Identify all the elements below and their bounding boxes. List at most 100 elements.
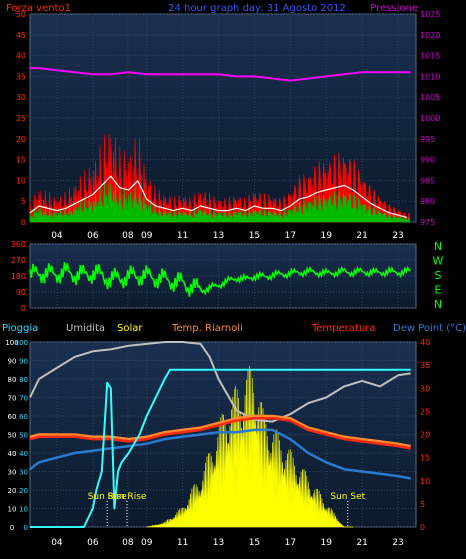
- pressure-axis-title: Pressione: [370, 3, 418, 14]
- temperature-y-tick-label: 25: [420, 407, 430, 416]
- humidity-y-tick-label: 60: [19, 413, 28, 421]
- dew-point-legend: Dew Point (°C): [393, 323, 466, 334]
- heat-index-line: [29, 414, 411, 448]
- wind-y-tick-label: 35: [16, 72, 26, 81]
- temperature-y-tick-label: 0: [420, 523, 425, 532]
- pressure-y-tick-label: 1010: [420, 72, 440, 81]
- rain-y-tick-label: 30: [8, 469, 17, 477]
- rain-y-tick-label: 10: [8, 506, 17, 514]
- solar-area: [146, 366, 354, 528]
- temp-x-tick-label: 19: [321, 538, 333, 548]
- humidity-legend: Umidita: [66, 323, 105, 334]
- wind-x-tick-label: 13: [213, 231, 224, 241]
- rain-y-tick-label: 0: [10, 524, 14, 532]
- compass-label: W: [433, 255, 444, 268]
- wind-x-tick-label: 17: [285, 231, 296, 241]
- temp-x-tick-label: 21: [356, 538, 367, 548]
- wind-y-tick-label: 30: [16, 93, 26, 102]
- direction-y-tick-label: 270: [11, 256, 26, 265]
- rain-y-tick-label: 70: [8, 395, 17, 403]
- temp-x-tick-label: 11: [177, 538, 188, 548]
- humidity-y-tick-label: 100: [15, 339, 28, 347]
- wind-y-tick-label: 10: [16, 176, 26, 185]
- direction-y-tick-label: 0: [21, 304, 26, 313]
- temp-x-tick-label: 15: [249, 538, 260, 548]
- direction-y-tick-label: 90: [16, 288, 26, 297]
- humidity-y-tick-label: 10: [19, 506, 28, 514]
- rain-legend: Pioggia: [2, 323, 38, 334]
- temp-x-tick-label: 23: [392, 538, 403, 548]
- rain-y-tick-label: 40: [8, 450, 17, 458]
- compass-label: N: [434, 240, 442, 253]
- temperature-y-tick-label: 10: [420, 477, 430, 486]
- temperature-line: [29, 417, 411, 450]
- wind-y-tick-label: 0: [21, 218, 26, 227]
- pressure-y-tick-label: 995: [420, 135, 435, 144]
- temperature-y-tick-label: 15: [420, 454, 430, 463]
- wind-y-tick-label: 45: [16, 31, 26, 40]
- pressure-y-tick-label: 1000: [420, 114, 440, 123]
- sun-event-label: Sun Rise: [88, 492, 127, 502]
- humidity-y-tick-label: 20: [19, 487, 28, 495]
- sun-event-label: Sun Set: [330, 492, 365, 502]
- wind-avg-area: [29, 182, 410, 223]
- pressure-y-tick-label: 990: [420, 156, 435, 165]
- rain-y-tick-label: 20: [8, 487, 17, 495]
- temperature-y-tick-label: 30: [420, 384, 430, 393]
- temp-x-tick-label: 17: [285, 538, 296, 548]
- wind-x-tick-label: 08: [122, 231, 134, 241]
- pressure-y-tick-label: 980: [420, 197, 435, 206]
- wind-x-tick-label: 15: [249, 231, 260, 241]
- wind-direction-line: [29, 262, 411, 297]
- humidity-y-tick-label: 80: [19, 376, 28, 384]
- temp-x-tick-label: 04: [51, 538, 63, 548]
- temperature-y-tick-label: 5: [420, 500, 425, 509]
- humidity-y-tick-label: 50: [19, 432, 28, 440]
- pressure-y-tick-label: 975: [420, 218, 435, 227]
- rain-y-tick-label: 100: [5, 339, 18, 347]
- temperature-y-tick-label: 35: [420, 361, 430, 370]
- wind-y-tick-label: 50: [16, 10, 26, 19]
- temperature-legend: Temperatura: [311, 323, 376, 334]
- temperature-y-tick-label: 40: [420, 338, 430, 347]
- wind-x-tick-label: 06: [87, 231, 99, 241]
- wind-x-tick-label: 04: [51, 231, 63, 241]
- rain-y-tick-label: 60: [8, 413, 17, 421]
- direction-y-tick-label: 180: [11, 272, 26, 281]
- humidity-y-tick-label: 90: [19, 358, 28, 366]
- humidity-y-tick-label: 0: [24, 524, 28, 532]
- sun-event-label: Sun Rise: [107, 492, 146, 502]
- wind-avg-line: [29, 175, 408, 218]
- humidity-line: [29, 341, 411, 423]
- wind-x-tick-label: 21: [356, 231, 367, 241]
- wind-x-tick-label: 09: [141, 231, 153, 241]
- temp-x-tick-label: 06: [87, 538, 99, 548]
- temp-x-tick-label: 08: [122, 538, 134, 548]
- pressure-y-tick-label: 1025: [420, 10, 440, 19]
- humidity-y-tick-label: 70: [19, 395, 28, 403]
- heat-index-legend: Temp. Riarnoli: [171, 323, 243, 334]
- temperature-y-tick-label: 20: [420, 431, 430, 440]
- rain-y-tick-label: 50: [8, 432, 17, 440]
- wind-y-tick-label: 20: [16, 135, 26, 144]
- compass-label: S: [435, 269, 442, 282]
- direction-y-tick-label: 360: [11, 240, 26, 249]
- wind-y-tick-label: 15: [16, 156, 26, 165]
- temp-x-tick-label: 13: [213, 538, 224, 548]
- pressure-y-tick-label: 1015: [420, 52, 440, 61]
- pressure-y-tick-label: 985: [420, 176, 435, 185]
- pressure-line: [30, 67, 411, 82]
- wind-y-tick-label: 25: [16, 114, 26, 123]
- rain-y-tick-label: 90: [8, 358, 17, 366]
- pressure-y-tick-label: 1005: [420, 93, 440, 102]
- rain-line: [30, 368, 411, 528]
- wind-y-tick-label: 40: [16, 52, 26, 61]
- wind-axis-title: Forza vento1: [6, 3, 71, 14]
- wind-y-tick-label: 5: [21, 197, 26, 206]
- humidity-y-tick-label: 40: [19, 450, 28, 458]
- chart-title: 24 hour graph day: 31 Agosto 2012: [168, 3, 346, 14]
- dew-point-line: [29, 428, 411, 480]
- wind-x-tick-label: 11: [177, 231, 188, 241]
